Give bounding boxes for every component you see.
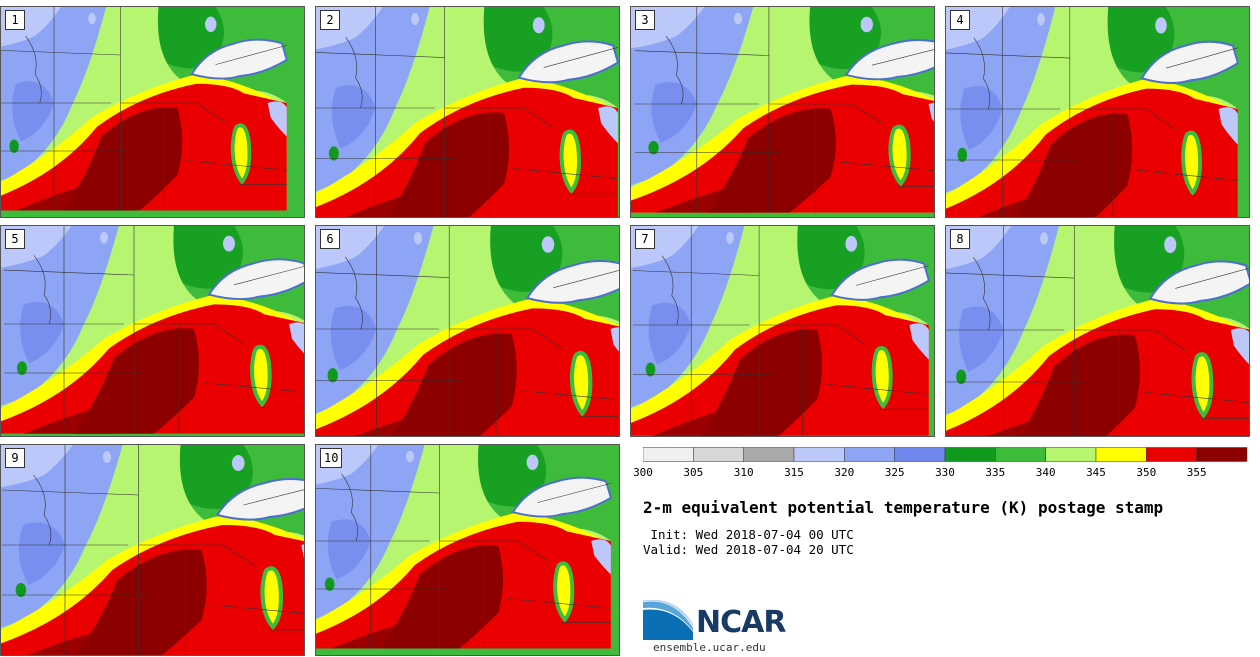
theta-e-map (1, 226, 304, 436)
ensemble-member-panel: 5 (0, 225, 305, 437)
ensemble-member-panel: 4 (945, 6, 1250, 218)
theta-e-map (1, 445, 304, 655)
colorbar-tick-label: 355 (1186, 466, 1207, 479)
panel-number: 8 (950, 229, 970, 249)
figure-title: 2-m equivalent potential temperature (K)… (643, 498, 1164, 517)
theta-e-map (946, 7, 1249, 217)
ensemble-member-panel: 2 (315, 6, 620, 218)
colorbar-tick-label: 340 (1035, 466, 1056, 479)
ensemble-member-panel: 7 (630, 225, 935, 437)
theta-e-map (631, 226, 934, 436)
colorbar-segment (944, 447, 996, 462)
panel-number: 6 (320, 229, 340, 249)
colorbar-segment (894, 447, 946, 462)
colorbar-segment (995, 447, 1046, 462)
colorbar-tick-label: 320 (834, 466, 855, 479)
colorbar-segment (643, 447, 694, 462)
theta-e-map (1, 7, 304, 217)
ncar-logo-icon (643, 600, 693, 640)
ncar-logo-text: NCAR (696, 605, 786, 640)
ensemble-member-panel: 3 (630, 6, 935, 218)
colorbar-tick-label: 330 (935, 466, 955, 479)
ensemble-member-panel: 9 (0, 444, 305, 656)
colorbar-tick-label: 335 (985, 466, 1006, 479)
colorbar-segment (1045, 447, 1097, 462)
ensemble-member-panel: 10 (315, 444, 620, 656)
colorbar-segment (1196, 447, 1248, 462)
ensemble-member-panel: 1 (0, 6, 305, 218)
colorbar-tick-label: 300 (633, 466, 653, 479)
colorbar-tick-label: 310 (733, 466, 754, 479)
ncar-logo: NCAR (643, 600, 793, 642)
ensemble-member-panel: 6 (315, 225, 620, 437)
panel-number: 4 (950, 10, 970, 30)
theta-e-map (631, 7, 934, 217)
colorbar-segment (1095, 447, 1147, 462)
colorbar-tick-label: 325 (884, 466, 905, 479)
website-url: ensemble.ucar.edu (653, 641, 766, 654)
colorbar-tick-label: 345 (1086, 466, 1106, 479)
valid-time: Valid: Wed 2018-07-04 20 UTC (643, 542, 854, 557)
panel-number: 5 (5, 229, 25, 249)
theta-e-map (316, 7, 619, 217)
panel-number: 2 (320, 10, 340, 30)
colorbar-segment (743, 447, 795, 462)
panel-number: 9 (5, 448, 25, 468)
panel-number: 1 (5, 10, 25, 30)
colorbar-tick-label: 315 (784, 466, 804, 479)
panel-number: 7 (635, 229, 655, 249)
theta-e-map (946, 226, 1249, 436)
colorbar-segment (693, 447, 744, 462)
colorbar-tick-label: 350 (1136, 466, 1157, 479)
ensemble-member-panel: 8 (945, 225, 1250, 437)
panel-number: 10 (320, 448, 343, 468)
colorbar-segment (793, 447, 845, 462)
colorbar-segment (844, 447, 895, 462)
colorbar-segment (1146, 447, 1197, 462)
theta-e-map (316, 445, 619, 655)
panel-number: 3 (635, 10, 655, 30)
colorbar-tick-label: 305 (683, 466, 704, 479)
colorbar (643, 447, 1248, 462)
init-time: Init: Wed 2018-07-04 00 UTC (643, 527, 854, 542)
theta-e-map (316, 226, 619, 436)
